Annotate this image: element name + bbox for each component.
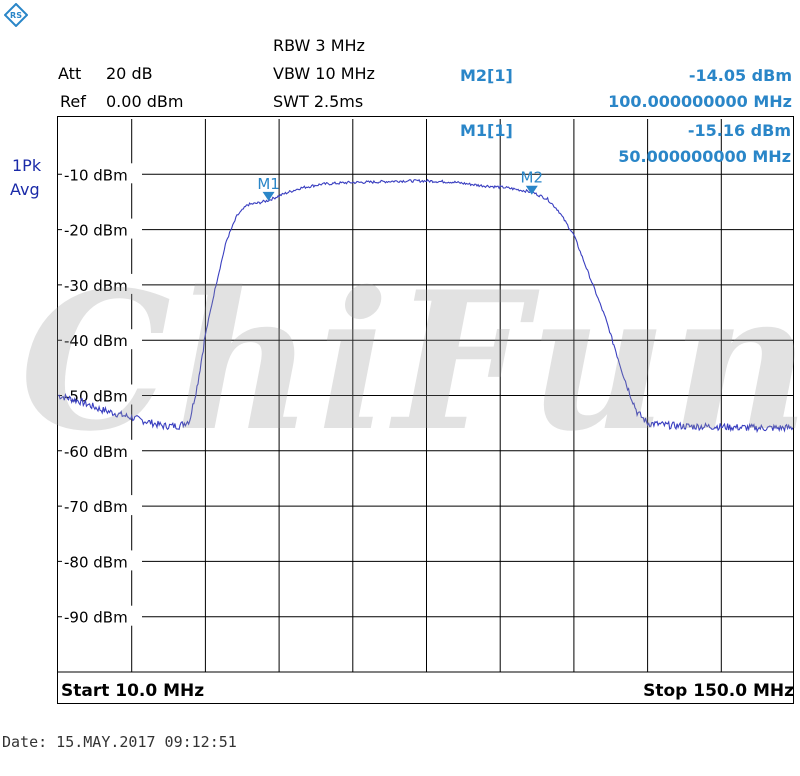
rohde-schwarz-logo-icon: RS [4, 3, 28, 27]
y-tick-label: -40 dBm [64, 332, 128, 350]
stop-frequency: Stop 150.0 MHz [643, 681, 794, 701]
marker-m1-label: M1[1] [460, 121, 513, 140]
y-tick-label: -80 dBm [64, 553, 128, 571]
att-label: Att [58, 64, 82, 83]
y-tick-label: -60 dBm [64, 443, 128, 461]
trace-mode-2: Avg [10, 180, 40, 199]
svg-text:RS: RS [10, 11, 22, 20]
y-tick-label: -10 dBm [64, 166, 128, 184]
marker-triangle [525, 185, 538, 195]
marker-m1-level: -15.16 dBm [687, 121, 791, 140]
rbw-readout: RBW 3 MHz [273, 36, 365, 55]
marker-triangle [262, 191, 275, 201]
y-tick-label: -50 dBm [64, 388, 128, 406]
start-frequency: Start 10.0 MHz [61, 681, 205, 701]
spectrum-plot: -10 dBm -20 dBm -30 dBm -40 dBm -50 dBm -60 d… [58, 119, 793, 673]
trace-mode-1: 1Pk [12, 156, 42, 175]
spectrum-trace [58, 178, 793, 434]
y-tick-label: -20 dBm [64, 222, 128, 240]
marker-m2-freq: 100.000000000 MHz [608, 92, 792, 111]
y-tick-label-bg [62, 605, 142, 626]
marker-m2-level: -14.05 dBm [688, 66, 792, 85]
y-tick-label: -30 dBm [64, 277, 128, 295]
att-value: 20 dB [106, 64, 153, 83]
vbw-readout: VBW 10 MHz [273, 64, 375, 83]
y-tick-label: -70 dBm [64, 498, 128, 516]
y-tick-label-bg [62, 329, 142, 350]
swt-readout: SWT 2.5ms [273, 92, 364, 111]
y-tick-label-bg [62, 163, 142, 184]
marker-tag: M1 [257, 175, 280, 193]
ref-value: 0.00 dBm [106, 92, 184, 111]
date-stamp: Date: 15.MAY.2017 09:12:51 [2, 733, 237, 751]
y-tick-label-bg [62, 439, 142, 460]
marker-m2-label: M2[1] [460, 66, 513, 85]
marker-m1-freq: 50.000000000 MHz [618, 147, 791, 166]
y-tick-label-bg [62, 495, 142, 516]
ref-label: Ref [60, 92, 86, 111]
y-tick-label-bg [62, 273, 142, 294]
y-tick-label-bg [62, 550, 142, 571]
marker-tag: M2 [521, 169, 544, 187]
y-tick-label-bg [62, 218, 142, 239]
y-tick-label: -90 dBm [64, 609, 128, 627]
analyzer-screen: -10 dBm -20 dBm -30 dBm -40 dBm -50 dBm -60 d… [57, 116, 794, 704]
